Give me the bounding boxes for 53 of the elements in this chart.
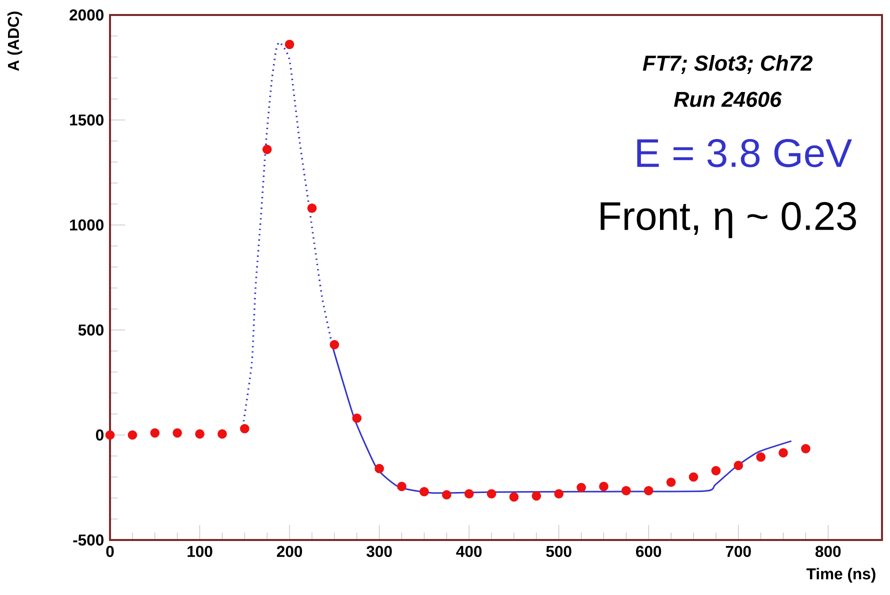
point: [128, 430, 138, 440]
point: [509, 492, 519, 502]
x-tick-label: 700: [726, 546, 751, 558]
annotation: FT7; Slot3; Ch72: [642, 54, 813, 74]
point: [576, 482, 586, 492]
point: [688, 472, 698, 482]
point: [374, 464, 384, 474]
x-tick-label: 0: [106, 546, 114, 558]
x-tick-label: 600: [636, 546, 662, 558]
x-tick-label: 100: [188, 546, 212, 558]
point: [218, 429, 227, 439]
point: [442, 490, 452, 500]
point: [644, 486, 654, 496]
point: [486, 489, 496, 498]
y-tick-label: 2000: [70, 9, 104, 21]
point: [150, 428, 160, 438]
y-tick-label: 1000: [70, 219, 104, 231]
x-tick-label: 300: [366, 546, 392, 558]
x-tick-label: 800: [815, 546, 841, 558]
point: [307, 204, 317, 213]
point: [734, 460, 744, 470]
point: [599, 482, 608, 492]
point: [622, 486, 631, 496]
point: [352, 414, 362, 423]
point: [397, 482, 406, 492]
annotation: Front, η ~ 0.23: [600, 202, 856, 238]
point: [532, 491, 542, 501]
y-axis-title: A (ADC): [7, 12, 22, 71]
x-tick-label: 200: [276, 546, 302, 558]
point: [464, 489, 474, 498]
point: [420, 487, 429, 496]
point: [778, 448, 788, 458]
point: [195, 429, 204, 439]
x-tick-label: 500: [546, 546, 572, 558]
point: [666, 478, 676, 487]
point: [262, 144, 272, 154]
annotation: E = 3.8 GeV: [637, 139, 852, 168]
y-tick-label: -500: [73, 534, 104, 546]
point: [172, 428, 182, 438]
y-tick-label: 1500: [70, 114, 104, 126]
point: [240, 424, 250, 434]
y-tick-label: 0: [96, 429, 104, 441]
point: [756, 452, 766, 462]
x-axis-title: Time (ns): [806, 568, 876, 583]
point: [330, 340, 340, 350]
point: [554, 489, 564, 498]
point: [105, 430, 115, 440]
point: [711, 466, 721, 476]
point: [284, 40, 294, 50]
annotation: Run 24606: [674, 92, 782, 108]
point: [801, 444, 810, 454]
y-tick-label: 500: [78, 324, 104, 336]
x-tick-label: 400: [456, 546, 482, 558]
